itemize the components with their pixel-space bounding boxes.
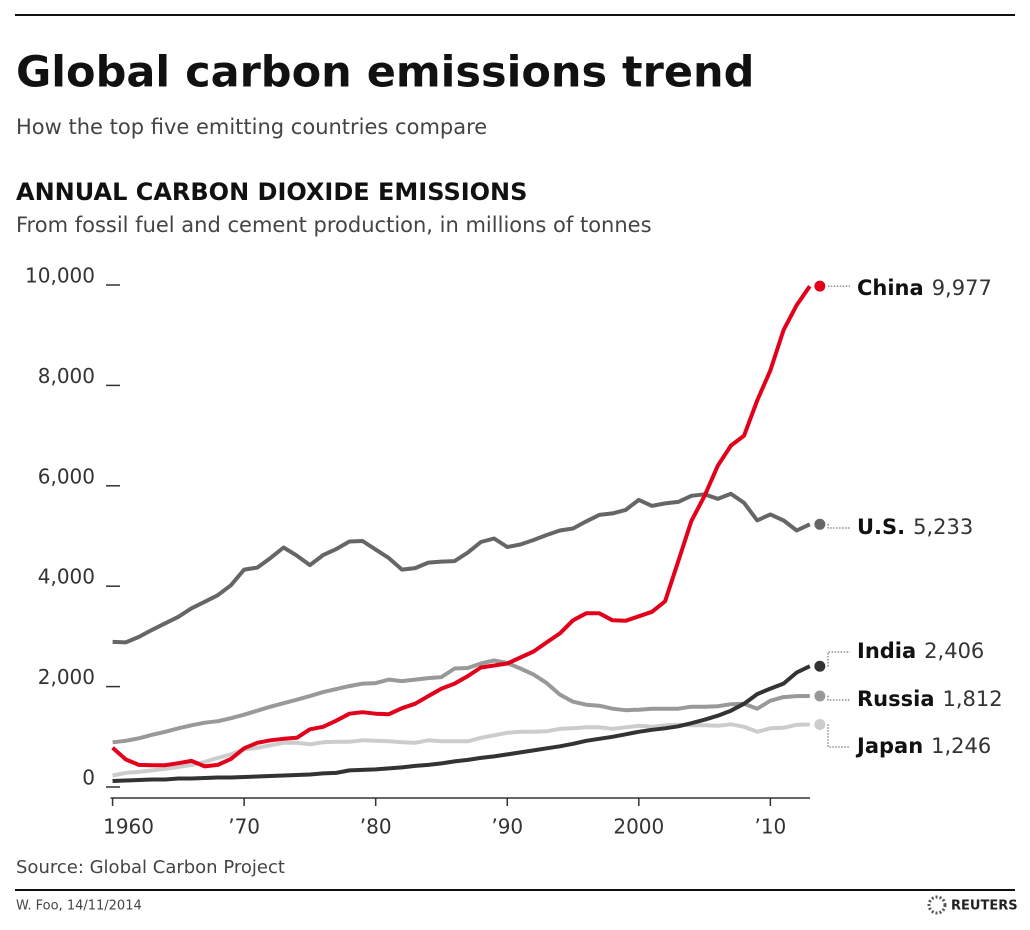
y-tick-label: 8,000 xyxy=(38,364,95,388)
label-name: China xyxy=(857,276,924,300)
series-line xyxy=(112,722,810,778)
connector xyxy=(827,695,850,701)
connector xyxy=(827,651,850,667)
series-line xyxy=(111,285,812,769)
series-line xyxy=(112,658,810,745)
label-value: 5,233 xyxy=(913,515,973,539)
label-value: 1,812 xyxy=(943,687,1003,711)
chart-title: Global carbon emissions trend xyxy=(16,48,754,98)
label-name: India xyxy=(857,639,916,663)
connector xyxy=(827,723,850,748)
x-tick-label: 1960 xyxy=(103,815,154,839)
label-name: Russia xyxy=(857,687,935,711)
chart-subtitle: How the top five emitting countries comp… xyxy=(16,115,487,139)
end-dot xyxy=(814,518,826,530)
connector xyxy=(827,523,850,529)
label-value: 2,406 xyxy=(924,639,984,663)
y-tick-label: 4,000 xyxy=(38,565,95,589)
y-tick-label: 6,000 xyxy=(38,464,95,488)
label-name: Japan xyxy=(855,734,923,758)
series-line xyxy=(112,664,811,783)
logo: REUTERS xyxy=(951,899,1018,914)
end-dot xyxy=(814,280,826,292)
x-tick-label: ’10 xyxy=(754,815,786,839)
logo-icon xyxy=(927,895,947,915)
label-value: 9,977 xyxy=(932,276,992,300)
label-value: 1,246 xyxy=(931,734,991,758)
end-dot xyxy=(814,690,826,702)
x-tick-label: ’70 xyxy=(228,815,260,839)
section-subtitle: From fossil fuel and cement production, … xyxy=(16,213,652,237)
x-tick-label: 2000 xyxy=(613,815,664,839)
x-tick-label: ’90 xyxy=(491,815,523,839)
x-tick-label: ’80 xyxy=(360,815,392,839)
source: Source: Global Carbon Project xyxy=(16,857,285,878)
section-title: ANNUAL CARBON DIOXIDE EMISSIONS xyxy=(16,178,527,206)
label-name: U.S. xyxy=(857,515,905,539)
y-tick-label: 10,000 xyxy=(25,264,95,288)
end-dot xyxy=(814,718,826,730)
end-dot xyxy=(814,660,826,672)
credit: W. Foo, 14/11/2014 xyxy=(16,899,142,914)
y-tick-label: 0 xyxy=(82,766,95,790)
y-tick-label: 2,000 xyxy=(38,665,95,689)
series-line xyxy=(112,491,811,645)
